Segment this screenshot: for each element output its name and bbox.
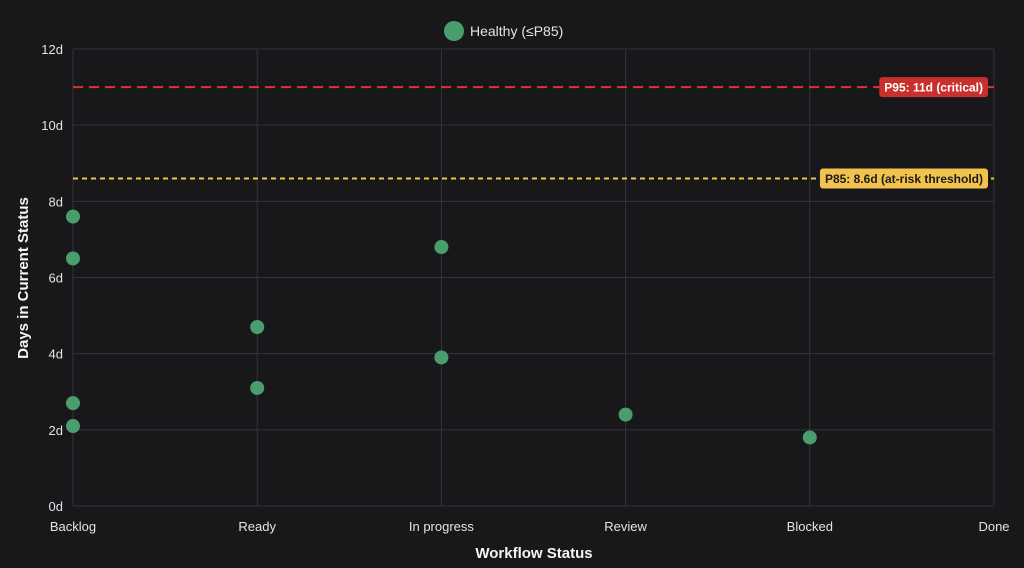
- data-point[interactable]: [250, 320, 265, 335]
- y-axis-title: Days in Current Status: [15, 197, 32, 359]
- legend-label: Healthy (≤P85): [470, 23, 563, 39]
- x-axis-title: Workflow Status: [475, 545, 592, 562]
- y-tick-label: 12d: [41, 42, 63, 57]
- y-tick-label: 0d: [49, 499, 63, 514]
- y-tick-label: 4d: [49, 347, 63, 362]
- x-tick-label: Ready: [238, 519, 276, 534]
- data-points: [66, 209, 817, 445]
- y-tick-label: 2d: [49, 423, 63, 438]
- data-point[interactable]: [66, 419, 80, 434]
- grid-layer: [72, 48, 995, 507]
- data-point[interactable]: [66, 251, 80, 266]
- reference-line-label: P95: 11d (critical): [879, 77, 988, 98]
- x-tick-label: In progress: [409, 519, 475, 534]
- x-tick-label: Blocked: [787, 519, 833, 534]
- data-point[interactable]: [66, 209, 80, 224]
- reference-line-label-text: P85: 8.6d (at-risk threshold): [825, 172, 983, 186]
- reference-line-label-box: [819, 168, 988, 189]
- reference-lines: P95: 11d (critical) P85: 8.6d (at-risk th…: [73, 77, 994, 189]
- y-tick-label: 6d: [49, 271, 63, 286]
- x-tick-label: Review: [604, 519, 647, 534]
- legend[interactable]: Healthy (≤P85): [444, 21, 563, 41]
- data-point[interactable]: [66, 396, 80, 411]
- y-tick-label: 8d: [49, 194, 63, 209]
- x-tick-label: Backlog: [50, 519, 96, 534]
- legend-swatch-icon: [444, 21, 464, 41]
- data-point[interactable]: [434, 350, 449, 365]
- data-point[interactable]: [802, 430, 817, 445]
- data-point[interactable]: [434, 240, 449, 255]
- reference-line-label-text: P95: 11d (critical): [884, 81, 983, 95]
- y-tick-label: 10d: [41, 118, 63, 133]
- reference-line-label-box: [879, 77, 988, 98]
- x-tick-label: Done: [978, 519, 1009, 534]
- data-point[interactable]: [618, 407, 633, 422]
- tick-labels: 0d 2d 4d 6d 8d 10d 12d Backlog Ready In progress R…: [41, 42, 1009, 534]
- data-point[interactable]: [250, 380, 265, 395]
- reference-line-label: P85: 8.6d (at-risk threshold): [819, 168, 988, 189]
